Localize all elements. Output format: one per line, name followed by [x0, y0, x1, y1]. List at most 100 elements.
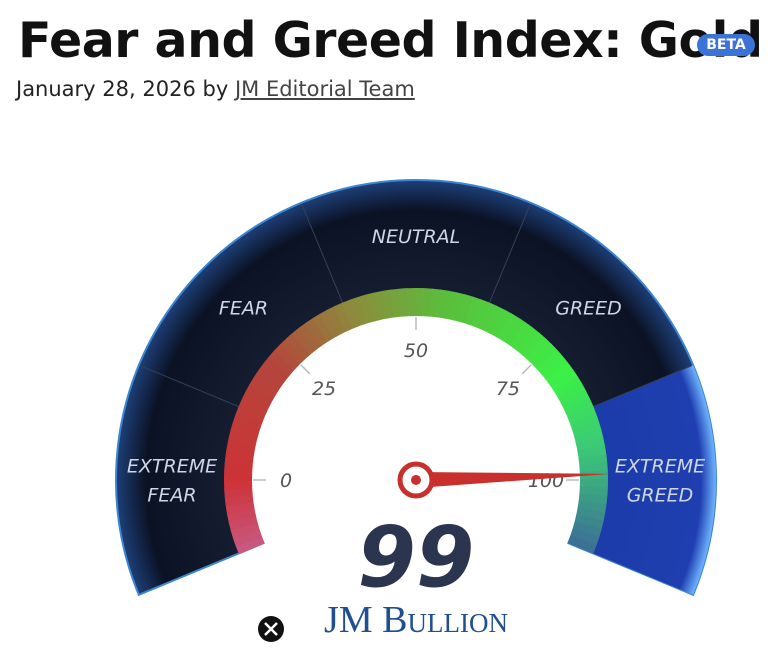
tick-label: 50: [404, 340, 428, 362]
color-band: [578, 478, 608, 489]
color-band: [556, 383, 587, 405]
color-band: [349, 296, 367, 328]
color-band: [228, 515, 259, 531]
color-band: [464, 296, 482, 327]
color-band: [477, 302, 498, 333]
color-band: [574, 437, 606, 452]
color-band: [291, 327, 317, 356]
color-band: [436, 289, 450, 320]
color-band: [571, 421, 602, 438]
color-band: [571, 521, 602, 538]
color-band: [224, 494, 255, 507]
color-band: [414, 288, 425, 318]
color-band: [285, 332, 312, 361]
zone-label: NEUTRAL: [372, 226, 461, 248]
zone-divider: [140, 365, 241, 408]
color-band: [540, 355, 569, 381]
color-band: [333, 302, 354, 333]
zone-label: FEAR: [219, 297, 268, 319]
color-band: [232, 414, 263, 432]
color-band: [235, 535, 266, 555]
color-band: [263, 356, 292, 382]
byline: January 28, 2026 by JM Editorial Team: [16, 77, 415, 101]
close-button[interactable]: [258, 616, 284, 642]
zone-label: GREED: [627, 485, 694, 507]
title: Fear and Greed Index: Gold: [18, 12, 763, 69]
color-band: [235, 406, 266, 426]
color-band: [535, 349, 564, 376]
color-band: [566, 534, 597, 554]
color-band: [484, 305, 505, 336]
color-band: [389, 288, 402, 319]
author-link[interactable]: JM Editorial Team: [234, 77, 415, 101]
color-band: [326, 305, 348, 336]
color-band: [573, 514, 604, 530]
value: 99: [358, 508, 475, 606]
color-band: [226, 508, 258, 523]
date: January 28, 2026: [16, 77, 196, 101]
tick-mark: [521, 364, 532, 375]
tick-label: 0: [280, 470, 292, 492]
color-band: [238, 398, 269, 419]
color-band: [406, 288, 416, 318]
color-band: [258, 363, 287, 388]
color-band: [560, 390, 591, 412]
color-band: [576, 500, 607, 514]
color-band: [575, 507, 606, 522]
close-x: [264, 622, 278, 636]
color-band: [341, 299, 361, 330]
zone-divider: [301, 204, 344, 305]
color-band: [230, 422, 261, 439]
zone-label: EXTREME: [127, 456, 217, 478]
color-band: [578, 462, 608, 473]
zone-label: EXTREME: [615, 456, 705, 478]
tick-label: 75: [496, 378, 520, 400]
tick-mark: [300, 364, 311, 375]
tick-label: 25: [312, 378, 336, 400]
color-band: [249, 376, 279, 400]
color-band: [549, 369, 578, 393]
color-band: [578, 470, 608, 480]
color-band: [224, 480, 254, 490]
color-band: [225, 446, 256, 460]
color-band: [502, 317, 527, 347]
color-band: [226, 438, 257, 453]
color-band: [520, 332, 546, 360]
color-band: [514, 327, 540, 356]
color-band: [563, 397, 594, 418]
color-band: [223, 471, 254, 482]
color-band: [273, 344, 301, 371]
color-band: [241, 391, 272, 412]
color-band: [305, 318, 329, 347]
color-band: [298, 322, 323, 352]
color-band: [553, 375, 583, 399]
color-band: [319, 309, 341, 340]
color-band: [566, 405, 597, 425]
zone-label: GREED: [555, 297, 622, 319]
color-band: [245, 384, 275, 406]
needle-hub-dot: [411, 475, 421, 485]
color-band: [224, 487, 254, 498]
brand: JM Bullion: [324, 599, 508, 641]
color-band: [573, 429, 604, 445]
color-band: [525, 337, 552, 365]
color-band: [253, 369, 283, 394]
color-band: [398, 288, 409, 318]
color-band: [232, 529, 264, 547]
color-band: [230, 522, 261, 539]
zone-label: FEAR: [147, 485, 196, 507]
zone-divider: [488, 204, 531, 305]
color-band: [311, 313, 335, 343]
by: by: [202, 77, 229, 101]
color-band: [569, 528, 600, 546]
color-band: [457, 294, 474, 325]
color-band: [470, 299, 490, 330]
color-band: [373, 290, 388, 322]
color-band: [530, 343, 558, 370]
color-band: [544, 362, 574, 387]
beta-badge: BETA: [697, 34, 755, 56]
color-band: [577, 453, 608, 466]
color-band: [228, 430, 259, 446]
